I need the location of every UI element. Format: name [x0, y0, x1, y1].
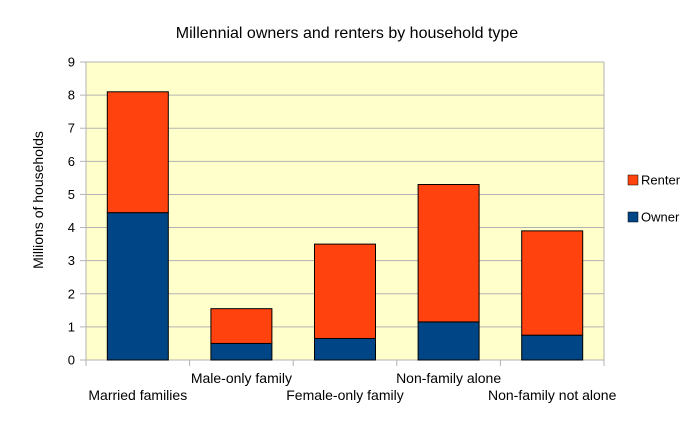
y-tick-label: 9 — [68, 55, 75, 70]
y-tick-label: 3 — [68, 253, 75, 268]
bar-owner — [521, 334, 584, 361]
bar-renter — [314, 243, 376, 339]
legend-swatch-renter — [627, 174, 639, 186]
y-tick-label: 7 — [68, 121, 75, 136]
y-tick-label: 6 — [68, 154, 75, 169]
y-tick-labels: 0 1 2 3 4 5 6 7 8 9 — [68, 55, 75, 368]
legend-label-renter: Renter — [641, 173, 681, 188]
legend-swatch-owner — [627, 211, 639, 223]
y-tick-label: 0 — [68, 353, 75, 368]
category-label: Male-only family — [191, 370, 292, 386]
y-tick-label: 2 — [68, 286, 75, 301]
legend: Renter Owner — [627, 173, 681, 225]
bar-renter — [417, 184, 480, 323]
bar-owner — [106, 212, 169, 361]
y-tick-label: 5 — [68, 187, 75, 202]
bars — [106, 91, 584, 361]
chart-title: Millennial owners and renters by househo… — [176, 25, 519, 42]
category-label: Non-family not alone — [488, 387, 617, 403]
y-tick-label: 1 — [68, 319, 75, 334]
bar-renter — [521, 230, 584, 336]
bar-renter — [210, 308, 273, 344]
y-axis-label: Millions of households — [30, 131, 46, 269]
bar-owner — [314, 337, 376, 361]
y-tick-label: 4 — [68, 220, 75, 235]
category-label: Non-family alone — [396, 370, 501, 386]
bar-owner — [210, 342, 273, 361]
y-tick-label: 8 — [68, 88, 75, 103]
bar-owner — [417, 321, 480, 361]
category-label: Married families — [88, 387, 187, 403]
bar-renter — [106, 91, 169, 214]
category-label: Female-only family — [286, 387, 403, 403]
legend-label-owner: Owner — [641, 210, 680, 225]
